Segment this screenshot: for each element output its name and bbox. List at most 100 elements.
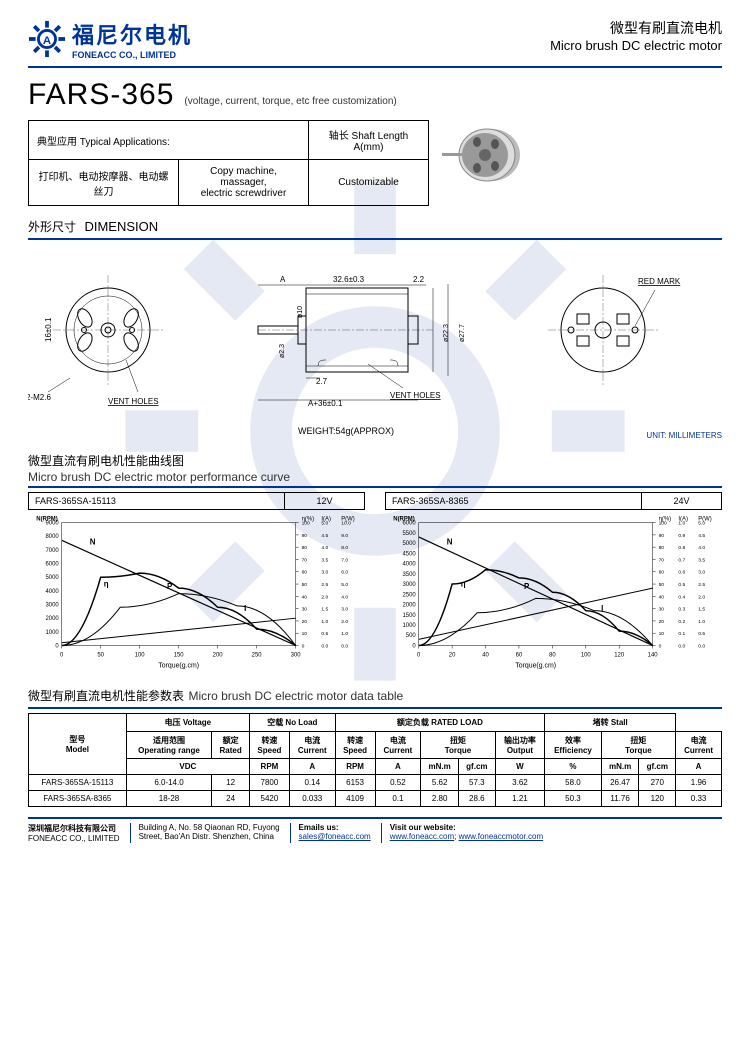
motor-photo-icon bbox=[437, 120, 527, 190]
svg-text:0.8: 0.8 bbox=[678, 545, 685, 551]
logo-cn: 福尼尔电机 bbox=[72, 18, 192, 50]
svg-text:1.5: 1.5 bbox=[321, 607, 328, 613]
svg-text:VENT HOLES: VENT HOLES bbox=[108, 397, 159, 406]
svg-text:10.0: 10.0 bbox=[341, 521, 351, 527]
email-link[interactable]: sales@foneacc.com bbox=[299, 832, 371, 841]
svg-text:30: 30 bbox=[302, 607, 308, 613]
th-a1: A bbox=[289, 759, 335, 775]
svg-text:VENT HOLES: VENT HOLES bbox=[390, 391, 441, 400]
svg-text:4.0: 4.0 bbox=[698, 545, 705, 551]
svg-text:ø22.3: ø22.3 bbox=[443, 324, 450, 342]
web-link-2[interactable]: www.foneaccmotor.com bbox=[459, 832, 543, 841]
th-model: 型号 Model bbox=[29, 714, 127, 775]
svg-text:500: 500 bbox=[406, 633, 417, 639]
dt-title-cn: 微型有刷直流电机性能参数表 bbox=[28, 689, 184, 703]
svg-text:80: 80 bbox=[659, 545, 665, 551]
svg-text:50: 50 bbox=[97, 652, 104, 658]
svg-text:2-M2.6: 2-M2.6 bbox=[28, 393, 51, 402]
svg-text:2.5: 2.5 bbox=[698, 582, 705, 588]
svg-text:0.0: 0.0 bbox=[698, 643, 705, 649]
svg-text:300: 300 bbox=[291, 652, 302, 658]
svg-text:40: 40 bbox=[302, 594, 308, 600]
svg-text:6000: 6000 bbox=[46, 562, 60, 568]
th-r-spd: 转速 Speed bbox=[335, 732, 375, 759]
svg-text:4.5: 4.5 bbox=[698, 533, 705, 539]
perf-title-cn: 微型直流有刷电机性能曲线图 bbox=[28, 454, 184, 468]
svg-text:0.1: 0.1 bbox=[678, 631, 685, 637]
header-bar: A 福尼尔电机 FONEACC CO., LIMITED 微型有刷直流电机 Mi… bbox=[28, 18, 722, 68]
svg-text:Torque(g.cm): Torque(g.cm) bbox=[515, 662, 556, 669]
svg-text:0.0: 0.0 bbox=[341, 643, 348, 649]
svg-text:8000: 8000 bbox=[46, 534, 60, 540]
svg-text:5.0: 5.0 bbox=[321, 521, 328, 527]
svg-text:I: I bbox=[244, 604, 246, 613]
shaft-val: Customizable bbox=[309, 160, 429, 206]
charts-row: FARS-365SA-15113 12V 050100150200250300T… bbox=[28, 492, 722, 675]
svg-text:20: 20 bbox=[302, 619, 308, 625]
svg-text:2500: 2500 bbox=[403, 592, 417, 598]
th-voltage: 电压 Voltage bbox=[126, 714, 249, 732]
svg-text:0.5: 0.5 bbox=[698, 631, 705, 637]
svg-text:60: 60 bbox=[302, 570, 308, 576]
weight-label: WEIGHT:54g(APPROX) bbox=[298, 426, 394, 436]
th-nl-spd: 转速 Speed bbox=[250, 732, 290, 759]
svg-text:150: 150 bbox=[174, 652, 185, 658]
svg-text:40: 40 bbox=[659, 594, 665, 600]
footer-company-cn: 深圳福尼尔科技有限公司 bbox=[28, 823, 120, 834]
svg-text:3.5: 3.5 bbox=[321, 557, 328, 563]
cell-r_cur: 0.52 bbox=[375, 775, 421, 791]
cell-nl_cur: 0.14 bbox=[289, 775, 335, 791]
dim-title-cn: 外形尺寸 bbox=[28, 220, 76, 234]
chart1-model: FARS-365SA-15113 bbox=[29, 493, 284, 509]
cell-s_mnm: 11.76 bbox=[601, 791, 639, 807]
gear-logo-icon: A bbox=[28, 20, 66, 58]
svg-text:90: 90 bbox=[302, 533, 308, 539]
svg-text:20: 20 bbox=[449, 652, 456, 658]
svg-text:5500: 5500 bbox=[403, 531, 417, 537]
product-title: FARS-365 bbox=[28, 78, 174, 112]
svg-text:90: 90 bbox=[659, 533, 665, 539]
svg-text:η: η bbox=[104, 580, 109, 589]
svg-text:1.0: 1.0 bbox=[321, 619, 328, 625]
svg-text:0.5: 0.5 bbox=[321, 631, 328, 637]
cell-nl_spd: 5420 bbox=[250, 791, 290, 807]
svg-text:8.0: 8.0 bbox=[341, 545, 348, 551]
th-noload: 空载 No Load bbox=[250, 714, 336, 732]
cell-t_mnm: 5.62 bbox=[421, 775, 459, 791]
th-a3: A bbox=[676, 759, 722, 775]
web-link-1[interactable]: www.foneacc.com bbox=[390, 832, 454, 841]
cell-r_spd: 6153 bbox=[335, 775, 375, 791]
svg-text:4.0: 4.0 bbox=[341, 594, 348, 600]
svg-text:1.0: 1.0 bbox=[698, 619, 705, 625]
svg-text:N(RPM): N(RPM) bbox=[36, 517, 57, 523]
cell-nl_spd: 7800 bbox=[250, 775, 290, 791]
th-range: 适用范围 Operating range bbox=[126, 732, 212, 759]
svg-text:Torque(g.cm): Torque(g.cm) bbox=[158, 662, 199, 669]
header-title-en: Micro brush DC electric motor bbox=[550, 38, 722, 53]
svg-text:0.2: 0.2 bbox=[678, 619, 685, 625]
svg-text:I: I bbox=[601, 604, 603, 613]
th-s-cur: 电流 Current bbox=[676, 732, 722, 759]
footer-company-en: FONEACC CO., LIMITED bbox=[28, 834, 120, 843]
chart2-voltage: 24V bbox=[641, 493, 721, 509]
svg-text:0: 0 bbox=[412, 643, 416, 649]
cell-t_gf: 28.6 bbox=[459, 791, 496, 807]
th-rpm1: RPM bbox=[250, 759, 290, 775]
svg-text:ø2.3: ø2.3 bbox=[279, 344, 286, 358]
th-stall: 堵转 Stall bbox=[545, 714, 676, 732]
th-gf2: gf.cm bbox=[639, 759, 676, 775]
svg-text:0.6: 0.6 bbox=[678, 570, 685, 576]
email-label: Emails us: bbox=[299, 823, 371, 832]
svg-text:40: 40 bbox=[482, 652, 489, 658]
th-r-cur: 电流 Current bbox=[375, 732, 421, 759]
svg-text:120: 120 bbox=[614, 652, 625, 658]
svg-text:10: 10 bbox=[659, 631, 665, 637]
apps-en: Copy machine, massager, electric screwdr… bbox=[179, 160, 309, 206]
cell-eff: 50.3 bbox=[545, 791, 602, 807]
svg-text:5.0: 5.0 bbox=[698, 521, 705, 527]
svg-text:5000: 5000 bbox=[46, 575, 60, 581]
svg-text:60: 60 bbox=[659, 570, 665, 576]
product-subtitle: (voltage, current, torque, etc free cust… bbox=[184, 96, 396, 107]
svg-text:4500: 4500 bbox=[403, 551, 417, 557]
shaft-header: 轴长 Shaft Length A(mm) bbox=[309, 121, 429, 160]
